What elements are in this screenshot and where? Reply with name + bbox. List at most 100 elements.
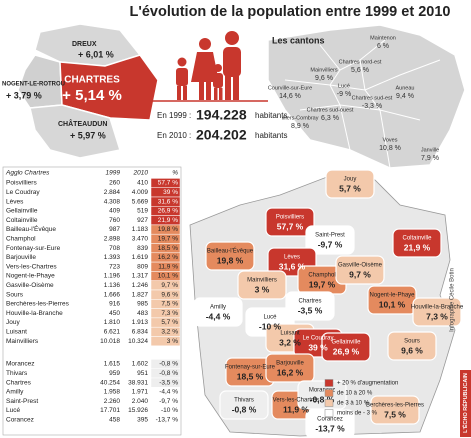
table-cell: 2.260 xyxy=(104,398,121,405)
arrondissement-change: + 3,79 % xyxy=(6,90,42,100)
table-cell: Luisant xyxy=(6,329,27,336)
table-cell: 809 xyxy=(137,263,148,270)
table-cell: 927 xyxy=(137,217,148,224)
table-cell: 10,1 % xyxy=(158,273,178,280)
canton-change: 5,6 % xyxy=(351,67,369,74)
commune-change: 5,7 % xyxy=(339,183,361,193)
commune-name: Chartres xyxy=(298,299,321,305)
table-cell: Sours xyxy=(6,291,24,298)
family-icon xyxy=(176,31,241,100)
commune-name: Gellainville xyxy=(331,340,361,346)
canton-change: 10,8 % xyxy=(379,145,401,152)
table-cell: 450 xyxy=(109,310,120,317)
commune-name: Saint-Prest xyxy=(315,233,345,239)
commune-name: Thivars xyxy=(234,398,254,404)
canton-name: Courville-sur-Eure xyxy=(268,85,312,91)
commune-area xyxy=(237,270,287,300)
table-cell: 16,2 % xyxy=(158,254,178,261)
canton-name: Maintenon xyxy=(370,35,396,41)
table-cell: 11,9 % xyxy=(158,263,178,270)
commune-area xyxy=(297,380,347,410)
table-header: 2010 xyxy=(133,170,149,177)
percent-cell xyxy=(150,414,181,425)
arrondissement-change: + 6,01 % xyxy=(78,49,114,59)
canton-change: 6,3 % xyxy=(321,115,339,122)
table-cell: -9,7 % xyxy=(159,398,178,405)
population-value: 204.202 xyxy=(196,127,247,143)
table-cell: 17.701 xyxy=(100,407,120,414)
canton-change: -3,3 % xyxy=(362,103,382,110)
commune-name: Amilly xyxy=(210,305,226,311)
canton-change: -9 % xyxy=(337,91,351,98)
canton-name: Voves xyxy=(383,137,398,143)
table-cell: 31,6 % xyxy=(158,198,178,205)
table-cell: 483 xyxy=(137,310,148,317)
table-cell: 5,7 % xyxy=(161,319,178,326)
table-cell: 6.834 xyxy=(132,329,149,336)
commune-change: 19,7 % xyxy=(309,279,336,289)
table-cell: 1.183 xyxy=(132,226,149,233)
commune-name: Poisvilliers xyxy=(276,215,304,221)
commune-area xyxy=(325,169,375,199)
commune-name: Gasville-Oisème xyxy=(338,263,383,269)
table-cell: 3.470 xyxy=(132,236,149,243)
commune-area xyxy=(205,241,255,271)
table-cell: 4.009 xyxy=(132,189,149,196)
table-cell: Lèves xyxy=(6,198,24,205)
commune-name: Lèves xyxy=(284,255,300,261)
table-cell: Corancez xyxy=(6,417,34,424)
arrondissement-name: DREUX xyxy=(72,41,97,48)
commune-change: 9,6 % xyxy=(401,345,423,355)
table-cell: 1.666 xyxy=(104,291,121,298)
commune-name: Champhol xyxy=(308,273,335,279)
commune-name: Sours xyxy=(404,339,420,345)
legend-swatch xyxy=(324,389,334,397)
commune-change: 9,7 % xyxy=(349,269,371,279)
arrondissement-name: CHARTRES xyxy=(64,75,120,86)
table-cell: Lucé xyxy=(6,407,20,414)
table-cell: 2.040 xyxy=(132,398,149,405)
table-cell: Poisvilliers xyxy=(6,180,37,187)
table-cell: 26,9 % xyxy=(158,208,178,215)
table-cell: 40.254 xyxy=(100,379,120,386)
table-cell: 21,9 % xyxy=(158,217,178,224)
commune-area xyxy=(265,207,315,237)
table-cell: 951 xyxy=(137,370,148,377)
table-header: Agglo Chartres xyxy=(5,170,50,177)
table-cell: 38.931 xyxy=(128,379,148,386)
commune-name: Luisant xyxy=(280,331,300,337)
commune-change: 18,5 % xyxy=(237,371,264,381)
credit-newspaper: L'ÉCHO RÉPUBLICAIN xyxy=(461,373,469,433)
table-cell: 2.884 xyxy=(104,189,121,196)
table-cell: 1.136 xyxy=(104,282,121,289)
table-cell: 519 xyxy=(137,208,148,215)
table-cell: 3,2 % xyxy=(161,329,178,336)
table-cell: 39 % xyxy=(163,189,178,196)
legend-swatch xyxy=(324,399,334,407)
table-cell: 1.971 xyxy=(132,389,149,396)
table-cell: 1.913 xyxy=(132,319,149,326)
commune-change: -10 % xyxy=(259,321,282,331)
table-cell: 1.619 xyxy=(132,254,149,261)
table-cell: -0,8 % xyxy=(159,370,178,377)
legend-label: moins de - 3 % xyxy=(337,411,378,417)
commune-change: 26,9 % xyxy=(333,346,360,356)
canton-name: Chartres nord-est xyxy=(339,59,382,65)
population-label: En 2010 : xyxy=(157,131,191,140)
commune-change: 3,2 % xyxy=(279,337,301,347)
table-cell: 458 xyxy=(109,417,120,424)
canton-name: Janville xyxy=(421,147,439,153)
canton-name: Lucé xyxy=(338,83,350,89)
canton-change: 6 % xyxy=(377,43,389,50)
table-cell: 1.827 xyxy=(132,291,149,298)
commune-change: 3 % xyxy=(255,284,270,294)
commune-change: 39 % xyxy=(308,342,328,352)
commune-area xyxy=(387,331,437,361)
table-cell: -3,5 % xyxy=(159,379,178,386)
canton-change: 14,6 % xyxy=(279,93,301,100)
table-cell: Jouy xyxy=(6,319,20,326)
commune-change: 21,9 % xyxy=(404,242,431,252)
table-cell: 708 xyxy=(109,245,120,252)
table-cell: Mainvilliers xyxy=(6,338,39,345)
